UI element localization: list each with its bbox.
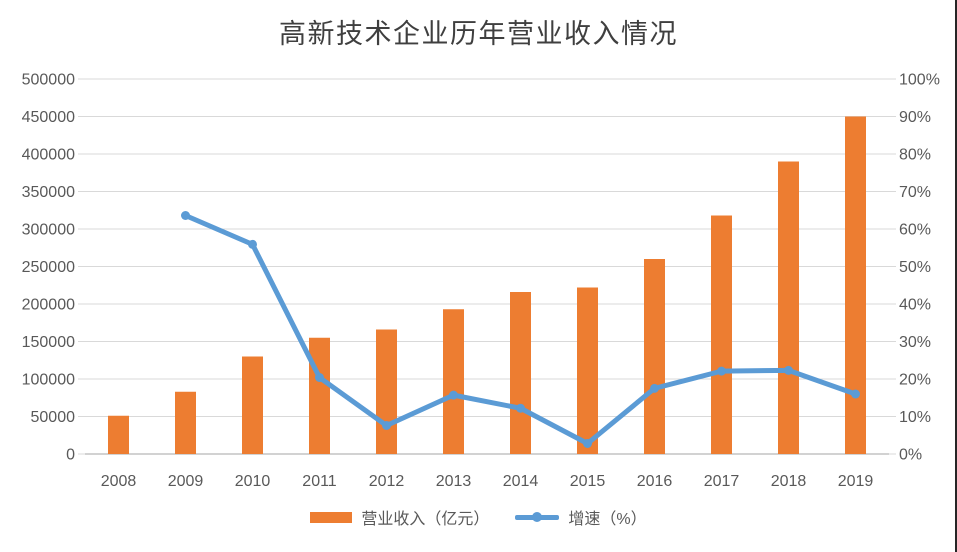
x-axis-label-2010: 2010 (235, 473, 271, 490)
right-axis-label-0%: 0% (899, 447, 922, 464)
x-axis-label-2015: 2015 (570, 473, 606, 490)
legend-label-revenue: 营业收入（亿元） (361, 511, 490, 528)
x-axis-label-2013: 2013 (436, 473, 472, 490)
right-axis-label-80%: 80% (899, 147, 931, 164)
bar-2016 (644, 259, 665, 454)
x-axis-label-2019: 2019 (838, 473, 874, 490)
screenshot-right-border (955, 0, 957, 552)
line-marker-2011 (315, 373, 324, 382)
legend-label-growth: 增速（%） (568, 511, 647, 528)
line-marker-2010 (248, 239, 257, 249)
left-axis-label-450000: 450000 (22, 109, 75, 126)
right-axis-label-50%: 50% (899, 259, 931, 276)
left-axis-label-500000: 500000 (22, 72, 75, 89)
line-marker-2015 (583, 439, 592, 448)
line-marker-2017 (717, 366, 726, 376)
left-axis-label-400000: 400000 (22, 147, 75, 164)
right-axis-label-90%: 90% (899, 109, 931, 126)
line-marker-2014 (516, 403, 525, 413)
right-axis-label-100%: 100% (899, 72, 940, 89)
revenue-series-swatch (310, 511, 353, 523)
growth-series-marker-dot (532, 512, 543, 522)
bar-2014 (510, 292, 531, 454)
line-marker-2009 (181, 211, 190, 220)
bar-2009 (175, 391, 196, 454)
right-axis-label-70%: 70% (899, 184, 931, 201)
x-axis-label-2011: 2011 (302, 473, 337, 490)
bar-2008 (108, 415, 129, 454)
x-axis-label-2014: 2014 (503, 473, 539, 490)
left-axis-label-350000: 350000 (22, 184, 75, 201)
bar-2019 (845, 116, 866, 454)
bar-2018 (778, 161, 799, 454)
line-marker-2013 (449, 390, 458, 400)
left-axis-label-250000: 250000 (22, 259, 75, 276)
right-axis-label-10%: 10% (899, 409, 931, 426)
left-axis-label-50000: 50000 (31, 409, 76, 426)
x-axis-label-2017: 2017 (704, 473, 740, 490)
right-axis-label-40%: 40% (899, 297, 931, 314)
legend-item-revenue: 营业收入（亿元） (310, 505, 489, 529)
legend-item-growth: 增速（%） (515, 505, 647, 529)
left-axis-label-200000: 200000 (22, 297, 75, 314)
bar-2012 (376, 329, 397, 454)
bar-2011 (309, 337, 330, 454)
bar-2010 (242, 356, 263, 454)
left-axis-label-300000: 300000 (22, 222, 75, 239)
x-axis-label-2016: 2016 (637, 473, 673, 490)
chart-legend: 营业收入（亿元） 增速（%） (0, 505, 957, 529)
x-axis-label-2009: 2009 (168, 473, 204, 490)
left-axis-label-100000: 100000 (22, 372, 75, 389)
line-marker-2018 (784, 365, 793, 375)
right-axis-label-20%: 20% (899, 372, 931, 389)
right-axis-label-60%: 60% (899, 222, 931, 239)
bar-2013 (443, 309, 464, 454)
right-axis-label-30%: 30% (899, 334, 931, 351)
x-axis-label-2008: 2008 (101, 473, 137, 490)
bar-2015 (577, 287, 598, 454)
x-axis-label-2018: 2018 (771, 473, 807, 490)
x-axis-label-2012: 2012 (369, 473, 405, 490)
line-marker-2012 (382, 421, 391, 430)
line-marker-2016 (650, 383, 659, 393)
left-axis-label-150000: 150000 (22, 334, 75, 351)
growth-series-line-swatch (515, 512, 560, 522)
left-axis-label-0: 0 (66, 447, 75, 464)
chart-title: 高新技术企业历年营业收入情况 (279, 19, 678, 49)
line-marker-2019 (851, 389, 860, 399)
bar-2017 (711, 215, 732, 454)
